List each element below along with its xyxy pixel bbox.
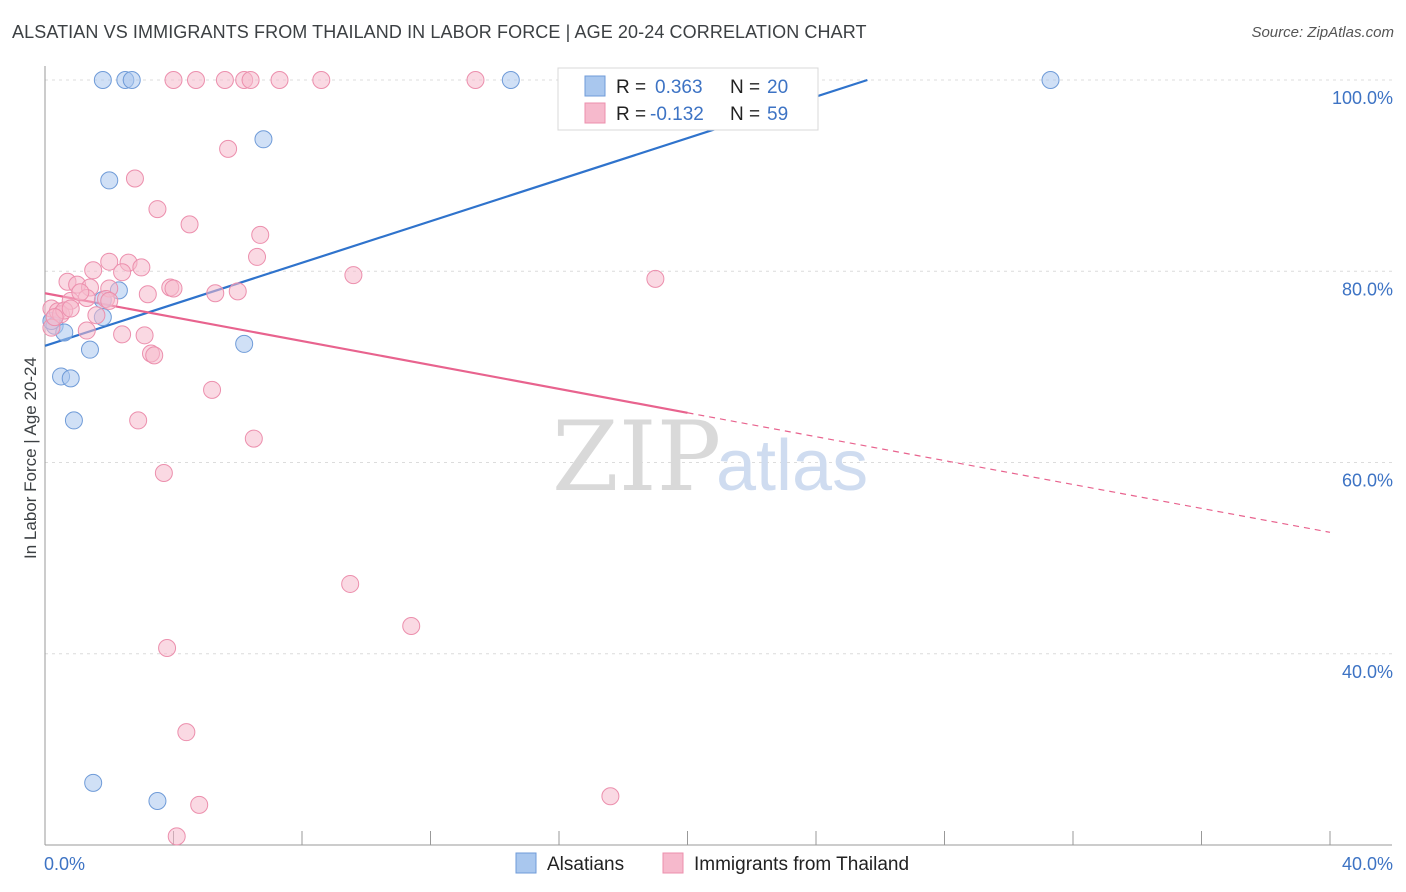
chart-title: ALSATIAN VS IMMIGRANTS FROM THAILAND IN …	[12, 22, 867, 42]
data-point	[164, 279, 183, 298]
legend-swatch-thailand	[584, 102, 606, 124]
data-point	[80, 340, 99, 359]
data-point	[113, 325, 132, 344]
data-point	[154, 464, 173, 483]
data-point	[64, 411, 83, 430]
data-point	[466, 71, 485, 89]
legend-r-value-1: 0.363	[655, 77, 703, 98]
data-point	[100, 252, 119, 271]
watermark-zip: ZIP	[552, 401, 721, 513]
axis-layer: 40.0% 60.0% 80.0% 100.0% 0.0% 40.0%	[44, 66, 1393, 874]
data-point	[129, 411, 148, 430]
data-point	[132, 258, 151, 277]
data-point	[219, 139, 238, 158]
series-thailand	[42, 71, 665, 846]
y-tick-label: 80.0%	[1342, 279, 1393, 299]
data-point	[235, 334, 254, 353]
data-point	[646, 269, 665, 288]
legend-n-value-2: 59	[767, 104, 788, 125]
legend-swatch-alsatians	[584, 75, 606, 97]
y-tick-label: 40.0%	[1342, 662, 1393, 682]
bottom-legend-swatch-thailand	[662, 852, 684, 874]
data-point	[228, 282, 247, 301]
legend-n-value-1: 20	[767, 77, 788, 98]
legend-r-label-2: R =	[616, 104, 646, 125]
y-tick-label: 100.0%	[1332, 88, 1393, 108]
bottom-legend-swatch-alsatians	[515, 852, 537, 874]
data-point	[45, 308, 64, 327]
data-point	[206, 284, 225, 303]
data-point	[177, 723, 196, 742]
data-point	[180, 215, 199, 234]
data-point	[84, 773, 103, 792]
trend-line-thailand	[44, 292, 688, 414]
bottom-legend-label-alsatians: Alsatians	[547, 854, 624, 875]
data-point	[77, 321, 96, 340]
x-tick-label-max: 40.0%	[1342, 854, 1393, 874]
data-point	[1041, 71, 1060, 89]
legend-r-value-2: -0.132	[650, 104, 704, 125]
x-tick-label-min: 0.0%	[44, 854, 85, 874]
data-point	[270, 71, 289, 89]
data-point	[84, 261, 103, 280]
data-point	[113, 263, 132, 282]
data-point	[241, 71, 260, 89]
data-point	[251, 225, 270, 244]
data-point	[501, 71, 520, 89]
legend-n-label-2: N =	[730, 104, 760, 125]
data-point	[100, 291, 119, 310]
points-layer	[42, 71, 1060, 846]
data-point	[203, 380, 222, 399]
bottom-legend: Alsatians Immigrants from Thailand	[515, 852, 909, 875]
watermark-atlas: atlas	[716, 426, 868, 506]
data-point	[125, 169, 144, 188]
data-point	[71, 283, 90, 302]
source-label: Source: ZipAtlas.com	[1251, 24, 1394, 41]
watermark: ZIP atlas	[552, 401, 868, 513]
trend-line-extension-thailand	[687, 412, 1331, 533]
data-point	[138, 285, 157, 304]
y-axis-label: In Labor Force | Age 20-24	[21, 357, 40, 559]
data-point	[135, 326, 154, 345]
data-point	[145, 346, 164, 365]
grid-layer	[45, 79, 1392, 655]
data-point	[341, 574, 360, 593]
data-point	[158, 639, 177, 658]
data-point	[148, 200, 167, 219]
data-point	[344, 266, 363, 285]
legend-r-label-1: R =	[616, 77, 646, 98]
data-point	[148, 792, 167, 811]
y-tick-label: 60.0%	[1342, 471, 1393, 491]
data-point	[254, 130, 273, 149]
data-point	[100, 171, 119, 190]
data-point	[93, 71, 112, 89]
data-point	[402, 617, 421, 636]
data-point	[244, 429, 263, 448]
data-point	[215, 71, 234, 89]
top-legend: R = 0.363 N = 20 R = -0.132 N = 59	[557, 67, 819, 131]
data-point	[190, 795, 209, 814]
data-point	[87, 306, 106, 325]
data-point	[601, 787, 620, 806]
data-point	[61, 369, 80, 388]
data-point	[186, 71, 205, 89]
data-point	[164, 71, 183, 89]
data-point	[312, 71, 331, 89]
data-point	[122, 71, 141, 89]
data-point	[167, 827, 186, 846]
data-point	[248, 247, 267, 266]
legend-n-label-1: N =	[730, 77, 760, 98]
bottom-legend-label-thailand: Immigrants from Thailand	[694, 854, 909, 875]
data-point	[61, 299, 80, 318]
